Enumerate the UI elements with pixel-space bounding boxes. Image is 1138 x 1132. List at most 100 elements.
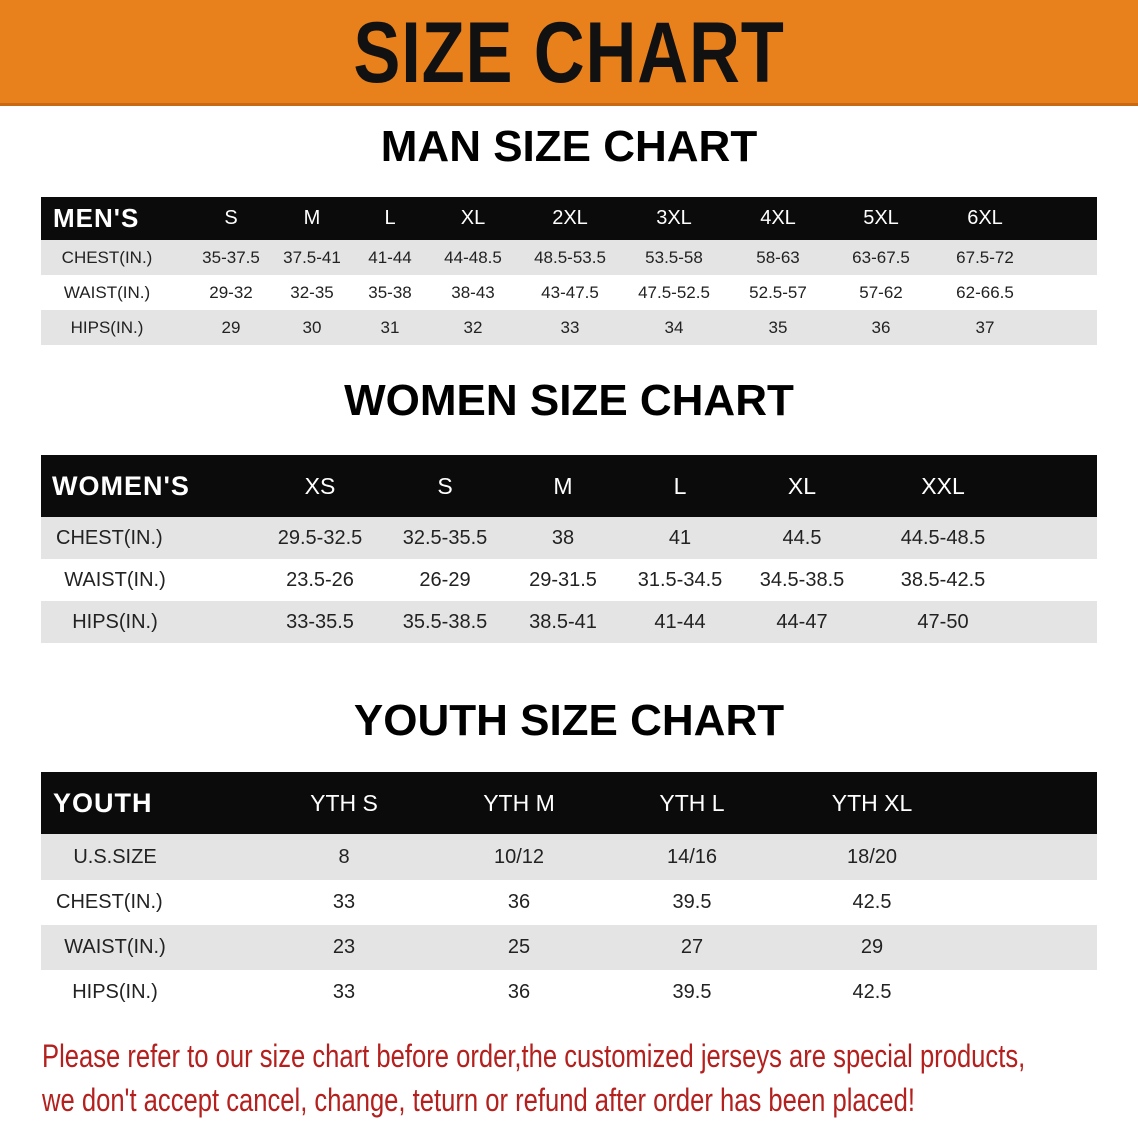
- measurement-cell: 8: [338, 845, 350, 868]
- measurement-cell: 44.5: [782, 526, 822, 549]
- size-header-cell: L: [673, 472, 687, 499]
- measurement-cell: 44-47: [776, 610, 828, 633]
- size-header-cell: YTH M: [483, 789, 555, 816]
- measurement-cell: 58-63: [756, 247, 800, 267]
- measurement-cell: 42.5: [852, 981, 892, 1003]
- men-section-title: MAN SIZE CHART: [380, 122, 758, 171]
- measurement-cell: 25: [507, 936, 531, 958]
- table-row: CHEST(IN.) 33 36 39.5 42.5: [41, 880, 1097, 925]
- measurement-cell: 43-47.5: [541, 282, 599, 302]
- table-row: HIPS(IN.) 29 30 31 32 33 34 35 36 37: [41, 310, 1097, 345]
- table-row: HIPS(IN.) 33 36 39.5 42.5: [41, 970, 1097, 1015]
- measurement-cell: 67.5-72: [956, 247, 1014, 267]
- banner: SIZE CHART: [0, 0, 1138, 106]
- size-header-cell: M: [303, 207, 321, 229]
- row-label: WAIST(IN.): [64, 936, 166, 958]
- size-header-cell: 5XL: [863, 207, 899, 229]
- size-header-cell: XXL: [921, 472, 965, 499]
- table-row: WAIST(IN.) 23 25 27 29: [41, 925, 1097, 970]
- measurement-cell: 48.5-53.5: [534, 247, 606, 267]
- measurement-cell: 44.5-48.5: [900, 526, 986, 549]
- table-title-cell: MEN'S: [53, 203, 140, 233]
- table-row: WAIST(IN.) 29-32 32-35 35-38 38-43 43-47.5 47.…: [41, 275, 1097, 310]
- measurement-cell: 32.5-35.5: [402, 526, 488, 549]
- measurement-cell: 35: [768, 317, 788, 337]
- measurement-cell: 38.5-42.5: [900, 568, 986, 591]
- measurement-cell: 39.5: [672, 981, 712, 1003]
- row-label: U.S.SIZE: [73, 845, 157, 868]
- size-header-cell: M: [553, 472, 573, 499]
- youth-size-table: YOUTH YTH S YTH M YTH L YTH XL U.S.SIZE 8 10/12…: [41, 772, 1097, 1015]
- measurement-cell: 32-35: [290, 282, 334, 302]
- measurement-cell: 34.5-38.5: [759, 568, 845, 591]
- size-header-cell: YTH L: [659, 789, 725, 816]
- row-label: CHEST(IN.): [56, 891, 163, 913]
- men-size-table: MEN'S S M L XL 2XL 3XL 4XL 5XL 6XL CHEST(IN.) 35-37…: [41, 197, 1097, 345]
- measurement-cell: 36: [871, 317, 891, 337]
- measurement-cell: 41-44: [654, 610, 706, 633]
- youth-header-row: YOUTH YTH S YTH M YTH L YTH XL: [41, 772, 1097, 834]
- measurement-cell: 33: [332, 981, 356, 1003]
- men-header-row: MEN'S S M L XL 2XL 3XL 4XL 5XL 6XL: [41, 197, 1097, 240]
- measurement-cell: 57-62: [859, 282, 903, 302]
- measurement-cell: 38.5-41: [529, 610, 597, 633]
- measurement-cell: 33: [560, 317, 580, 337]
- table-row: WAIST(IN.) 23.5-26 26-29 29-31.5 31.5-34.5 34…: [41, 559, 1097, 601]
- measurement-cell: 26-29: [419, 568, 471, 591]
- table-title-cell: YOUTH: [53, 787, 153, 818]
- measurement-cell: 29.5-32.5: [277, 526, 363, 549]
- measurement-cell: 30: [302, 317, 322, 337]
- measurement-cell: 47.5-52.5: [638, 282, 710, 302]
- measurement-cell: 37: [975, 317, 995, 337]
- size-header-cell: 4XL: [760, 207, 796, 229]
- table-row: HIPS(IN.) 33-35.5 35.5-38.5 38.5-41 41-44 44-…: [41, 601, 1097, 643]
- measurement-cell: 23: [332, 936, 356, 958]
- measurement-cell: 36: [507, 891, 531, 913]
- size-header-cell: YTH XL: [831, 789, 913, 816]
- row-label: WAIST(IN.): [63, 282, 151, 302]
- row-label: HIPS(IN.): [72, 610, 158, 633]
- size-header-cell: S: [224, 207, 238, 229]
- measurement-cell: 39.5: [672, 891, 712, 913]
- measurement-cell: 37.5-41: [283, 247, 341, 267]
- size-header-cell: 6XL: [967, 207, 1003, 229]
- banner-title: SIZE CHART: [353, 5, 785, 101]
- size-header-cell: YTH S: [310, 789, 378, 816]
- measurement-cell: 31.5-34.5: [637, 568, 723, 591]
- measurement-cell: 31: [380, 317, 400, 337]
- measurement-cell: 36: [507, 981, 531, 1003]
- row-label: HIPS(IN.): [72, 981, 158, 1003]
- size-header-cell: S: [437, 472, 453, 499]
- measurement-cell: 35-37.5: [202, 247, 260, 267]
- measurement-cell: 34: [664, 317, 684, 337]
- measurement-cell: 44-48.5: [444, 247, 502, 267]
- measurement-cell: 23.5-26: [286, 568, 354, 591]
- measurement-cell: 10/12: [493, 845, 545, 868]
- row-label: WAIST(IN.): [64, 568, 166, 591]
- measurement-cell: 42.5: [852, 891, 892, 913]
- row-label: CHEST(IN.): [56, 526, 163, 549]
- measurement-cell: 38: [551, 526, 575, 549]
- women-header-row: WOMEN'S XS S M L XL XXL: [41, 455, 1097, 517]
- measurement-cell: 29-31.5: [529, 568, 597, 591]
- measurement-cell: 41: [668, 526, 692, 549]
- size-header-cell: XL: [787, 472, 817, 499]
- measurement-cell: 53.5-58: [645, 247, 703, 267]
- size-header-cell: L: [384, 207, 396, 229]
- measurement-cell: 32: [463, 317, 483, 337]
- size-header-cell: 3XL: [656, 207, 692, 229]
- measurement-cell: 27: [680, 936, 704, 958]
- measurement-cell: 62-66.5: [956, 282, 1014, 302]
- table-row: CHEST(IN.) 35-37.5 37.5-41 41-44 44-48.5 48.5…: [41, 240, 1097, 275]
- measurement-cell: 29-32: [209, 282, 253, 302]
- size-header-cell: XS: [304, 472, 336, 499]
- table-row: U.S.SIZE 8 10/12 14/16 18/20: [41, 834, 1097, 880]
- measurement-cell: 63-67.5: [852, 247, 910, 267]
- size-header-cell: XL: [460, 207, 486, 229]
- youth-section-title: YOUTH SIZE CHART: [353, 696, 785, 745]
- measurement-cell: 35-38: [368, 282, 412, 302]
- notice-line-2: we don't accept cancel, change, teturn o…: [42, 1082, 915, 1118]
- measurement-cell: 52.5-57: [749, 282, 807, 302]
- women-section-title: WOMEN SIZE CHART: [344, 376, 794, 425]
- size-header-cell: 2XL: [552, 207, 588, 229]
